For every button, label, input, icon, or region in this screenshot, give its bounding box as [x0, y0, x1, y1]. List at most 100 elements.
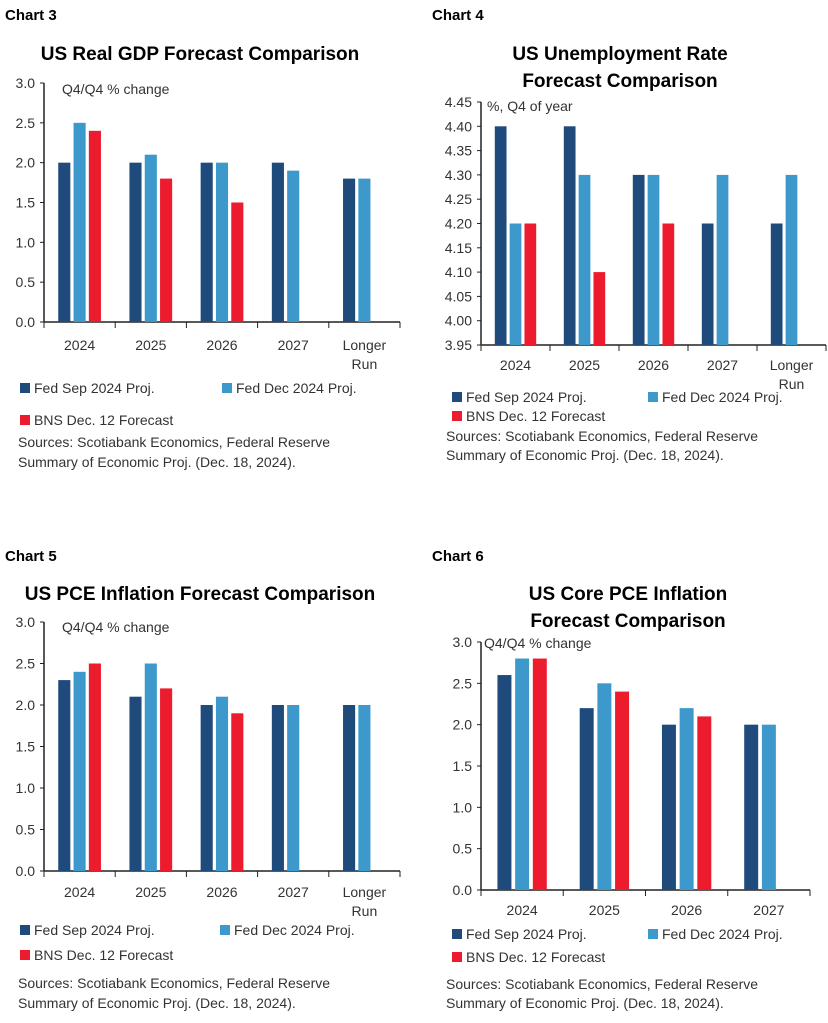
y-tick-label: 3.0: [16, 614, 36, 630]
bar-bns-dec-12-forecast-2026: [697, 716, 712, 890]
bar-fed-dec-2024-proj--2027: [716, 174, 729, 345]
x-tick-label: Longer: [343, 884, 387, 900]
x-tick-label: 2027: [707, 357, 738, 373]
y-axis-unit-label: %, Q4 of year: [487, 98, 573, 114]
bar-fed-sep-2024-proj--2026: [200, 705, 213, 871]
legend-swatch: [220, 925, 230, 935]
legend-swatch: [648, 929, 658, 939]
bar-bns-dec-12-forecast-2025: [160, 178, 173, 322]
legend-swatch: [452, 929, 462, 939]
y-tick-label: 2.0: [16, 697, 36, 713]
x-tick-label: Run: [352, 356, 378, 372]
y-axis-unit-label: Q4/Q4 % change: [62, 619, 170, 635]
source-note: Sources: Scotiabank Economics, Federal R…: [446, 428, 758, 444]
x-tick-label: 2027: [753, 902, 784, 918]
y-tick-label: 4.45: [445, 94, 472, 110]
bar-fed-sep-2024-proj--2027: [271, 162, 284, 322]
bar-fed-dec-2024-proj--2025: [144, 154, 157, 322]
source-note: Sources: Scotiabank Economics, Federal R…: [446, 976, 758, 992]
bar-bns-dec-12-forecast-2024: [88, 130, 101, 322]
y-tick-label: 0.0: [16, 863, 36, 879]
y-tick-label: 4.25: [445, 191, 472, 207]
y-tick-label: 0.5: [16, 822, 36, 838]
source-note: Summary of Economic Proj. (Dec. 18, 2024…: [446, 995, 724, 1011]
bar-fed-dec-2024-proj--2025: [578, 174, 591, 345]
chart-title: US PCE Inflation Forecast Comparison: [25, 584, 376, 605]
bar-fed-sep-2024-proj--2024: [494, 126, 507, 345]
x-tick-label: 2025: [569, 357, 600, 373]
legend-swatch: [20, 925, 30, 935]
legend-swatch: [20, 383, 30, 393]
bar-fed-sep-2024-proj--2026: [200, 162, 213, 322]
bar-fed-sep-2024-proj--2026: [632, 174, 645, 345]
legend-label: Fed Sep 2024 Proj.: [34, 380, 155, 396]
legend-label: Fed Sep 2024 Proj.: [34, 922, 155, 938]
x-tick-label: 2025: [135, 337, 166, 353]
legend-label: Fed Dec 2024 Proj.: [234, 922, 355, 938]
legend-swatch: [452, 952, 462, 962]
source-note: Sources: Scotiabank Economics, Federal R…: [18, 975, 330, 991]
source-note: Summary of Economic Proj. (Dec. 18, 2024…: [446, 447, 724, 463]
y-tick-label: 4.35: [445, 143, 472, 159]
y-tick-label: 4.15: [445, 240, 472, 256]
bar-fed-sep-2024-proj--longer-run: [343, 705, 356, 871]
bar-fed-dec-2024-proj--2027: [287, 170, 300, 322]
bar-fed-sep-2024-proj--2027: [744, 724, 759, 890]
bar-fed-sep-2024-proj--2025: [129, 162, 142, 322]
bar-fed-sep-2024-proj--2024: [58, 680, 71, 871]
legend-label: BNS Dec. 12 Forecast: [466, 408, 605, 424]
x-tick-label: Run: [352, 903, 378, 919]
bar-bns-dec-12-forecast-2024: [532, 658, 547, 890]
chart-5: Chart 5 US PCE Inflation Forecast Compari…: [5, 548, 401, 1011]
y-tick-label: 4.30: [445, 167, 472, 183]
bar-fed-sep-2024-proj--2024: [497, 675, 512, 890]
legend-label: BNS Dec. 12 Forecast: [34, 947, 173, 963]
bar-fed-dec-2024-proj--2026: [215, 696, 229, 871]
x-tick-label: Longer: [343, 337, 387, 353]
bar-bns-dec-12-forecast-2024: [88, 663, 101, 871]
y-axis-unit-label: Q4/Q4 % change: [62, 81, 170, 97]
y-tick-label: 3.0: [453, 634, 473, 650]
x-tick-label: 2025: [589, 902, 620, 918]
bar-fed-sep-2024-proj--2025: [579, 708, 594, 890]
x-tick-label: 2026: [671, 902, 702, 918]
bar-fed-sep-2024-proj--longer-run: [770, 223, 783, 345]
bar-bns-dec-12-forecast-2026: [231, 713, 244, 871]
legend-label: BNS Dec. 12 Forecast: [34, 412, 173, 428]
y-tick-label: 2.5: [453, 675, 473, 691]
bar-fed-dec-2024-proj--2027: [287, 705, 300, 871]
chart-3: Chart 3 US Real GDP Forecast Comparison 0.…: [5, 7, 401, 470]
legend-label: Fed Sep 2024 Proj.: [466, 926, 587, 942]
bar-bns-dec-12-forecast-2025: [615, 691, 630, 890]
bar-bns-dec-12-forecast-2025: [593, 272, 606, 345]
chart-title: Forecast Comparison: [530, 611, 725, 632]
bar-bns-dec-12-forecast-2025: [160, 688, 173, 871]
chart-label: Chart 3: [5, 7, 57, 24]
bar-fed-sep-2024-proj--longer-run: [343, 178, 356, 322]
legend-label: Fed Dec 2024 Proj.: [662, 926, 783, 942]
bar-bns-dec-12-forecast-2026: [662, 223, 675, 345]
x-tick-label: 2026: [638, 357, 669, 373]
source-note: Summary of Economic Proj. (Dec. 18, 2024…: [18, 995, 296, 1011]
x-tick-label: Longer: [770, 357, 814, 373]
bar-fed-sep-2024-proj--2026: [661, 724, 676, 890]
bar-fed-sep-2024-proj--2027: [701, 223, 714, 345]
bar-bns-dec-12-forecast-2024: [524, 223, 537, 345]
bar-fed-sep-2024-proj--2024: [58, 162, 71, 322]
chart-title: US Unemployment Rate: [512, 44, 727, 65]
y-axis-unit-label: Q4/Q4 % change: [484, 635, 592, 651]
bar-fed-dec-2024-proj--longer-run: [358, 178, 371, 322]
chart-6: Chart 6 US Core PCE Inflation Forecast Com…: [432, 548, 811, 1011]
legend-swatch: [20, 415, 30, 425]
chart-4: Chart 4 US Unemployment Rate Forecast Comp…: [432, 7, 827, 463]
x-tick-label: 2027: [278, 884, 309, 900]
bar-fed-dec-2024-proj--2024: [73, 671, 86, 871]
x-tick-label: 2027: [278, 337, 309, 353]
chart-title: US Real GDP Forecast Comparison: [41, 44, 360, 65]
y-tick-label: 0.5: [453, 841, 473, 857]
bar-fed-dec-2024-proj--2025: [597, 683, 612, 890]
y-tick-label: 2.0: [453, 717, 473, 733]
bar-fed-dec-2024-proj--2024: [515, 658, 530, 890]
bar-fed-dec-2024-proj--2027: [761, 724, 776, 890]
y-tick-label: 4.10: [445, 264, 472, 280]
